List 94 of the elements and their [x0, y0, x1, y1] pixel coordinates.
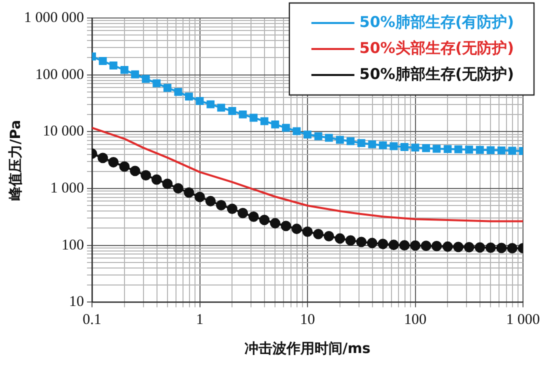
point: [152, 79, 161, 88]
point: [378, 141, 387, 150]
point: [474, 242, 486, 253]
point: [345, 235, 356, 246]
point: [196, 97, 204, 105]
point: [431, 240, 442, 252]
point: [444, 145, 452, 154]
point: [151, 174, 162, 185]
point: [410, 240, 420, 251]
y-tick-label: 100 000: [35, 66, 84, 83]
point: [228, 107, 236, 115]
x-tick-label: 1: [196, 312, 204, 328]
point: [313, 228, 324, 240]
legend-label: 50%肺部生存(无防护): [359, 64, 514, 83]
point: [366, 238, 378, 248]
y-tick-label: 1 000: [50, 180, 84, 196]
point: [368, 140, 376, 148]
point: [282, 124, 290, 132]
point: [399, 240, 410, 251]
x-tick-label: 100: [404, 312, 426, 328]
point: [390, 142, 398, 150]
y-axis-title: 峰值压力/Pa: [8, 120, 24, 200]
point: [292, 224, 302, 234]
point: [476, 146, 484, 154]
point: [292, 127, 301, 136]
point: [422, 144, 430, 152]
point: [216, 200, 226, 210]
point: [356, 236, 367, 248]
point: [260, 117, 268, 126]
point: [388, 240, 399, 250]
x-axis-title: 冲击波作用时间/ms: [244, 341, 371, 358]
point: [420, 240, 432, 252]
point: [131, 70, 140, 78]
point: [304, 130, 312, 139]
point: [130, 166, 140, 176]
point: [163, 84, 172, 92]
point: [334, 233, 346, 244]
point: [217, 104, 226, 112]
point: [464, 242, 474, 252]
point: [271, 120, 280, 128]
point: [496, 242, 507, 254]
point: [400, 143, 408, 151]
point: [173, 183, 184, 194]
point: [184, 187, 194, 198]
point: [324, 134, 333, 142]
point: [206, 100, 215, 108]
point: [162, 178, 173, 190]
y-tick-label: 100: [62, 237, 84, 254]
point: [109, 62, 118, 70]
point: [302, 226, 313, 237]
point: [142, 74, 150, 83]
point: [120, 66, 128, 74]
point: [270, 218, 280, 228]
point: [324, 230, 334, 242]
point: [336, 136, 344, 144]
point: [140, 170, 152, 180]
point: [98, 57, 107, 65]
point: [465, 146, 474, 154]
point: [119, 161, 130, 172]
point: [497, 146, 506, 154]
point: [184, 92, 193, 101]
point: [259, 214, 270, 226]
point: [226, 204, 238, 214]
point: [205, 196, 216, 206]
y-tick-label: 10: [69, 294, 84, 310]
point: [98, 152, 108, 164]
point: [346, 137, 355, 146]
point: [238, 110, 247, 118]
point: [248, 211, 259, 222]
point: [485, 242, 496, 253]
point: [442, 241, 453, 252]
point: [507, 243, 518, 254]
point: [314, 132, 322, 140]
point: [250, 114, 258, 122]
y-tick-label: 1 000 000: [24, 10, 84, 26]
legend-label: 50%头部生存(无防护): [359, 38, 514, 57]
x-tick-label: 10: [300, 312, 315, 328]
point: [486, 146, 495, 154]
point: [280, 220, 292, 232]
y-tick-label: 10 000: [42, 124, 84, 140]
point: [174, 88, 182, 96]
point: [411, 144, 420, 152]
point: [108, 157, 119, 168]
point: [454, 145, 462, 154]
point: [378, 238, 388, 250]
point: [238, 208, 248, 218]
x-tick-label: 1 000: [506, 312, 540, 328]
legend-label: 50%肺部生存(有防护): [359, 12, 514, 31]
point: [357, 139, 366, 148]
point: [508, 146, 516, 155]
point: [194, 192, 205, 202]
x-tick-label: 0.1: [82, 312, 102, 328]
point: [453, 242, 464, 252]
point: [432, 144, 441, 153]
